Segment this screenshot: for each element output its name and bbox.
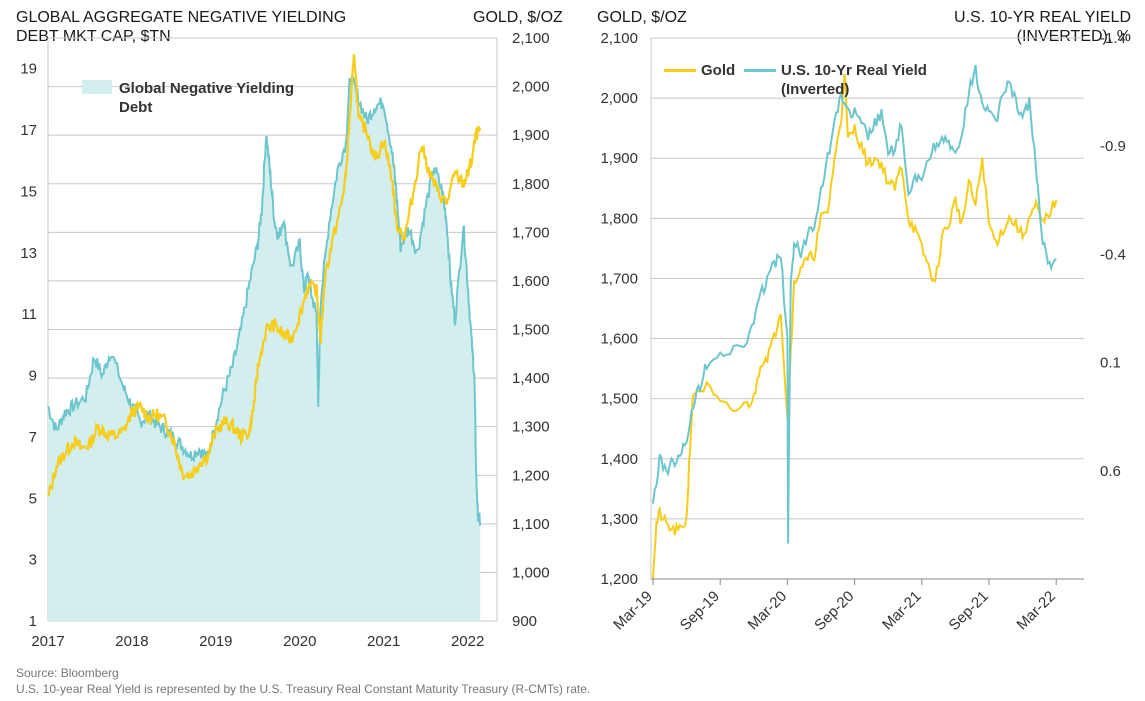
right-left-axis-tick-label: 1,900 (600, 150, 638, 167)
right-left-axis-tick-label: 1,300 (600, 511, 638, 528)
left-x-axis-tick-label: 2021 (367, 633, 400, 650)
right-x-axis-tick-label: Mar-21 (879, 588, 925, 634)
right-x-axis-tick-label: Sep-21 (946, 588, 992, 634)
left-left-axis-tick-label: 7 (29, 429, 37, 446)
left-left-axis-tick-label: 1 (29, 613, 37, 630)
right-x-axis-tick-label: Sep-19 (677, 588, 723, 634)
right-left-axis-tick-label: 1,400 (600, 451, 638, 468)
legend-line-gold (664, 69, 696, 72)
right-right-axis-tick-label: -1.4 (1100, 30, 1126, 47)
left-right-axis-tick-label: 900 (512, 613, 537, 630)
legend-swatch-negative-yielding-debt (82, 80, 112, 94)
right-x-axis-tick-label: Mar-20 (745, 588, 791, 634)
legend-label-negative-yielding-debt-line-2: Debt (119, 99, 153, 116)
left-left-axis-tick-label: 5 (29, 490, 37, 507)
left-chart-title-line-2: DEBT MKT CAP, $TN (16, 28, 171, 45)
right-chart: 1,200 1,300 1,400 1,500 1,600 1,700 1,800 1,900… (600, 30, 1125, 634)
right-left-axis-tick-label: 1,600 (600, 331, 638, 348)
left-chart: 900 1,000 1,100 1,200 1,300 1,400 1,500 1,600 1,… (20, 30, 549, 650)
series-area-negative-yielding-debt (48, 76, 481, 621)
left-x-axis-tick-label: 2020 (283, 633, 316, 650)
left-left-axis-tick-label: 9 (29, 368, 37, 385)
right-right-axis-tick-label: -0.9 (1100, 138, 1126, 155)
right-chart-right-axis-title-line-1: U.S. 10-YR REAL YIELD (954, 9, 1131, 26)
right-left-axis-tick-label: 1,200 (600, 571, 638, 588)
left-right-axis-tick-label: 1,500 (512, 322, 550, 339)
right-x-axis-tick-label: Mar-22 (1013, 588, 1059, 634)
right-chart-right-axis-title-line-2: (INVERTED), % (1016, 28, 1131, 45)
right-x-axis-tick-label: Sep-20 (811, 588, 857, 634)
left-left-axis-tick-label: 19 (20, 61, 37, 78)
left-x-axis-tick-label: 2018 (115, 633, 148, 650)
left-right-axis-tick-label: 1,100 (512, 516, 550, 533)
right-left-axis-tick-label: 2,100 (600, 30, 638, 47)
legend-label-real-yield-line-1: U.S. 10-Yr Real Yield (781, 62, 927, 79)
left-right-axis-tick-label: 2,000 (512, 79, 550, 96)
footnote-source: Source: Bloomberg (16, 666, 119, 680)
right-x-axis-tick-label: Mar-19 (610, 588, 656, 634)
right-left-axis-tick-label: 1,500 (600, 391, 638, 408)
right-right-axis-tick-label: 0.6 (1100, 463, 1121, 480)
left-right-axis-tick-label: 1,400 (512, 370, 550, 387)
footnote-note: U.S. 10-year Real Yield is represented b… (16, 682, 591, 696)
right-right-axis-tick-label: 0.1 (1100, 355, 1121, 372)
series-line-real-yield (652, 64, 1057, 544)
legend-label-negative-yielding-debt-line-1: Global Negative Yielding (119, 80, 295, 97)
series-line-gold-right (652, 73, 1058, 579)
left-chart-right-axis-title: GOLD, $/OZ (473, 9, 563, 26)
left-right-axis-tick-label: 1,300 (512, 419, 550, 436)
legend-label-real-yield-line-2: (Inverted) (781, 81, 850, 98)
left-right-axis-tick-label: 1,000 (512, 564, 550, 581)
right-left-axis-tick-label: 1,700 (600, 270, 638, 287)
left-left-axis-tick-label: 3 (29, 552, 37, 569)
right-left-axis-tick-label: 2,000 (600, 90, 638, 107)
right-chart-left-axis-title: GOLD, $/OZ (597, 9, 687, 26)
left-right-axis-tick-label: 1,200 (512, 467, 550, 484)
left-x-axis-tick-label: 2017 (31, 633, 64, 650)
left-right-axis-tick-label: 1,700 (512, 224, 550, 241)
legend-label-gold: Gold (701, 62, 736, 79)
legend-line-real-yield (744, 69, 776, 72)
left-left-axis-tick-label: 11 (21, 306, 37, 323)
right-left-axis-tick-label: 1,800 (600, 210, 638, 227)
left-right-axis-tick-label: 2,100 (512, 30, 550, 47)
left-x-axis-tick-label: 2022 (451, 633, 484, 650)
right-right-axis-tick-label: -0.4 (1100, 246, 1126, 263)
left-right-axis-tick-label: 1,800 (512, 176, 550, 193)
series-line-gold-left (47, 54, 482, 497)
left-x-axis-tick-label: 2019 (199, 633, 232, 650)
left-left-axis-tick-label: 17 (20, 122, 37, 139)
left-chart-title-line-1: GLOBAL AGGREGATE NEGATIVE YIELDING (16, 9, 347, 26)
left-right-axis-tick-label: 1,900 (512, 127, 550, 144)
left-right-axis-tick-label: 1,600 (512, 273, 550, 290)
left-left-axis-tick-label: 13 (20, 245, 37, 262)
left-left-axis-tick-label: 15 (20, 183, 37, 200)
